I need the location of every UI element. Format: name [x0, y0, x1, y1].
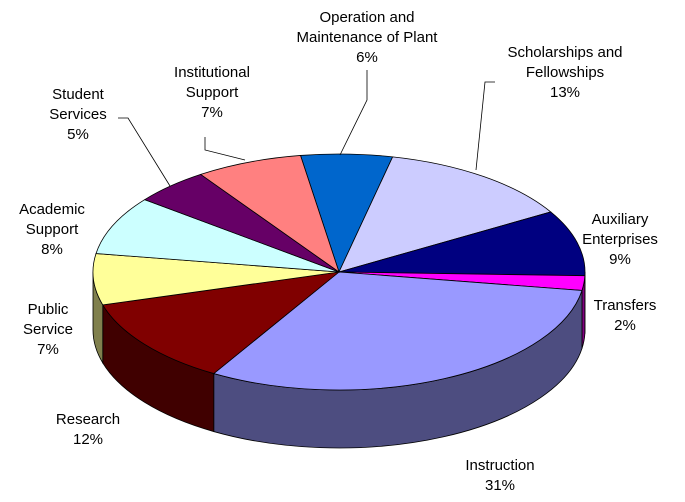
slice-value-label: 6%: [356, 49, 378, 66]
slice-name: Auxiliary Enterprises: [582, 211, 658, 248]
slice: [338, 211, 586, 277]
slice-label: Auxiliary Enterprises 9%: [520, 210, 685, 270]
leader-line: [118, 117, 171, 187]
slice-name: Scholarships and Fellowships: [507, 44, 623, 81]
leader-line: [475, 81, 495, 171]
slice-name: Public Service: [22, 301, 74, 338]
leader-line: [339, 70, 368, 156]
slice-label: Research 12%: [0, 410, 188, 450]
slice-label: Academic Support 8%: [0, 200, 152, 260]
slice: [338, 156, 552, 273]
slice-value-label: 7%: [37, 341, 59, 358]
slice-name: Operation and Maintenance of Plant: [296, 9, 438, 46]
slice: [102, 271, 341, 375]
slice-name: Academic Support: [19, 201, 85, 238]
slice-label: Institutional Support 7%: [112, 63, 312, 123]
slice: [212, 271, 583, 391]
slice-value-label: 9%: [609, 251, 631, 268]
slice-label: Instruction 31%: [400, 456, 600, 496]
slice-value-label: 31%: [484, 477, 516, 494]
slice-label: Public Service 7%: [0, 300, 148, 360]
slice-name: Research: [55, 411, 121, 428]
slice: [199, 155, 340, 274]
slice-name: Transfers: [593, 297, 657, 314]
slice: [95, 199, 340, 273]
slice-label: Transfers 2%: [525, 296, 685, 336]
slice-label: Student Services 5%: [0, 85, 178, 145]
slice-value-label: 5%: [67, 126, 89, 143]
slice-name: Institutional Support: [174, 64, 250, 101]
slice-label: Operation and Maintenance of Plant 6%: [267, 8, 467, 68]
slice: [92, 253, 340, 306]
leader-line: [204, 137, 246, 161]
slice-name: Student Services: [49, 86, 107, 123]
slice-name: Instruction: [465, 457, 535, 474]
slice-value-label: 8%: [41, 241, 63, 258]
slice-label: Scholarships and Fellowships 13%: [465, 43, 665, 103]
slice-value-label: 2%: [614, 317, 636, 334]
slice-value-label: 13%: [549, 84, 581, 101]
slice-value-label: 12%: [72, 431, 104, 448]
slice-value-label: 7%: [201, 104, 223, 121]
